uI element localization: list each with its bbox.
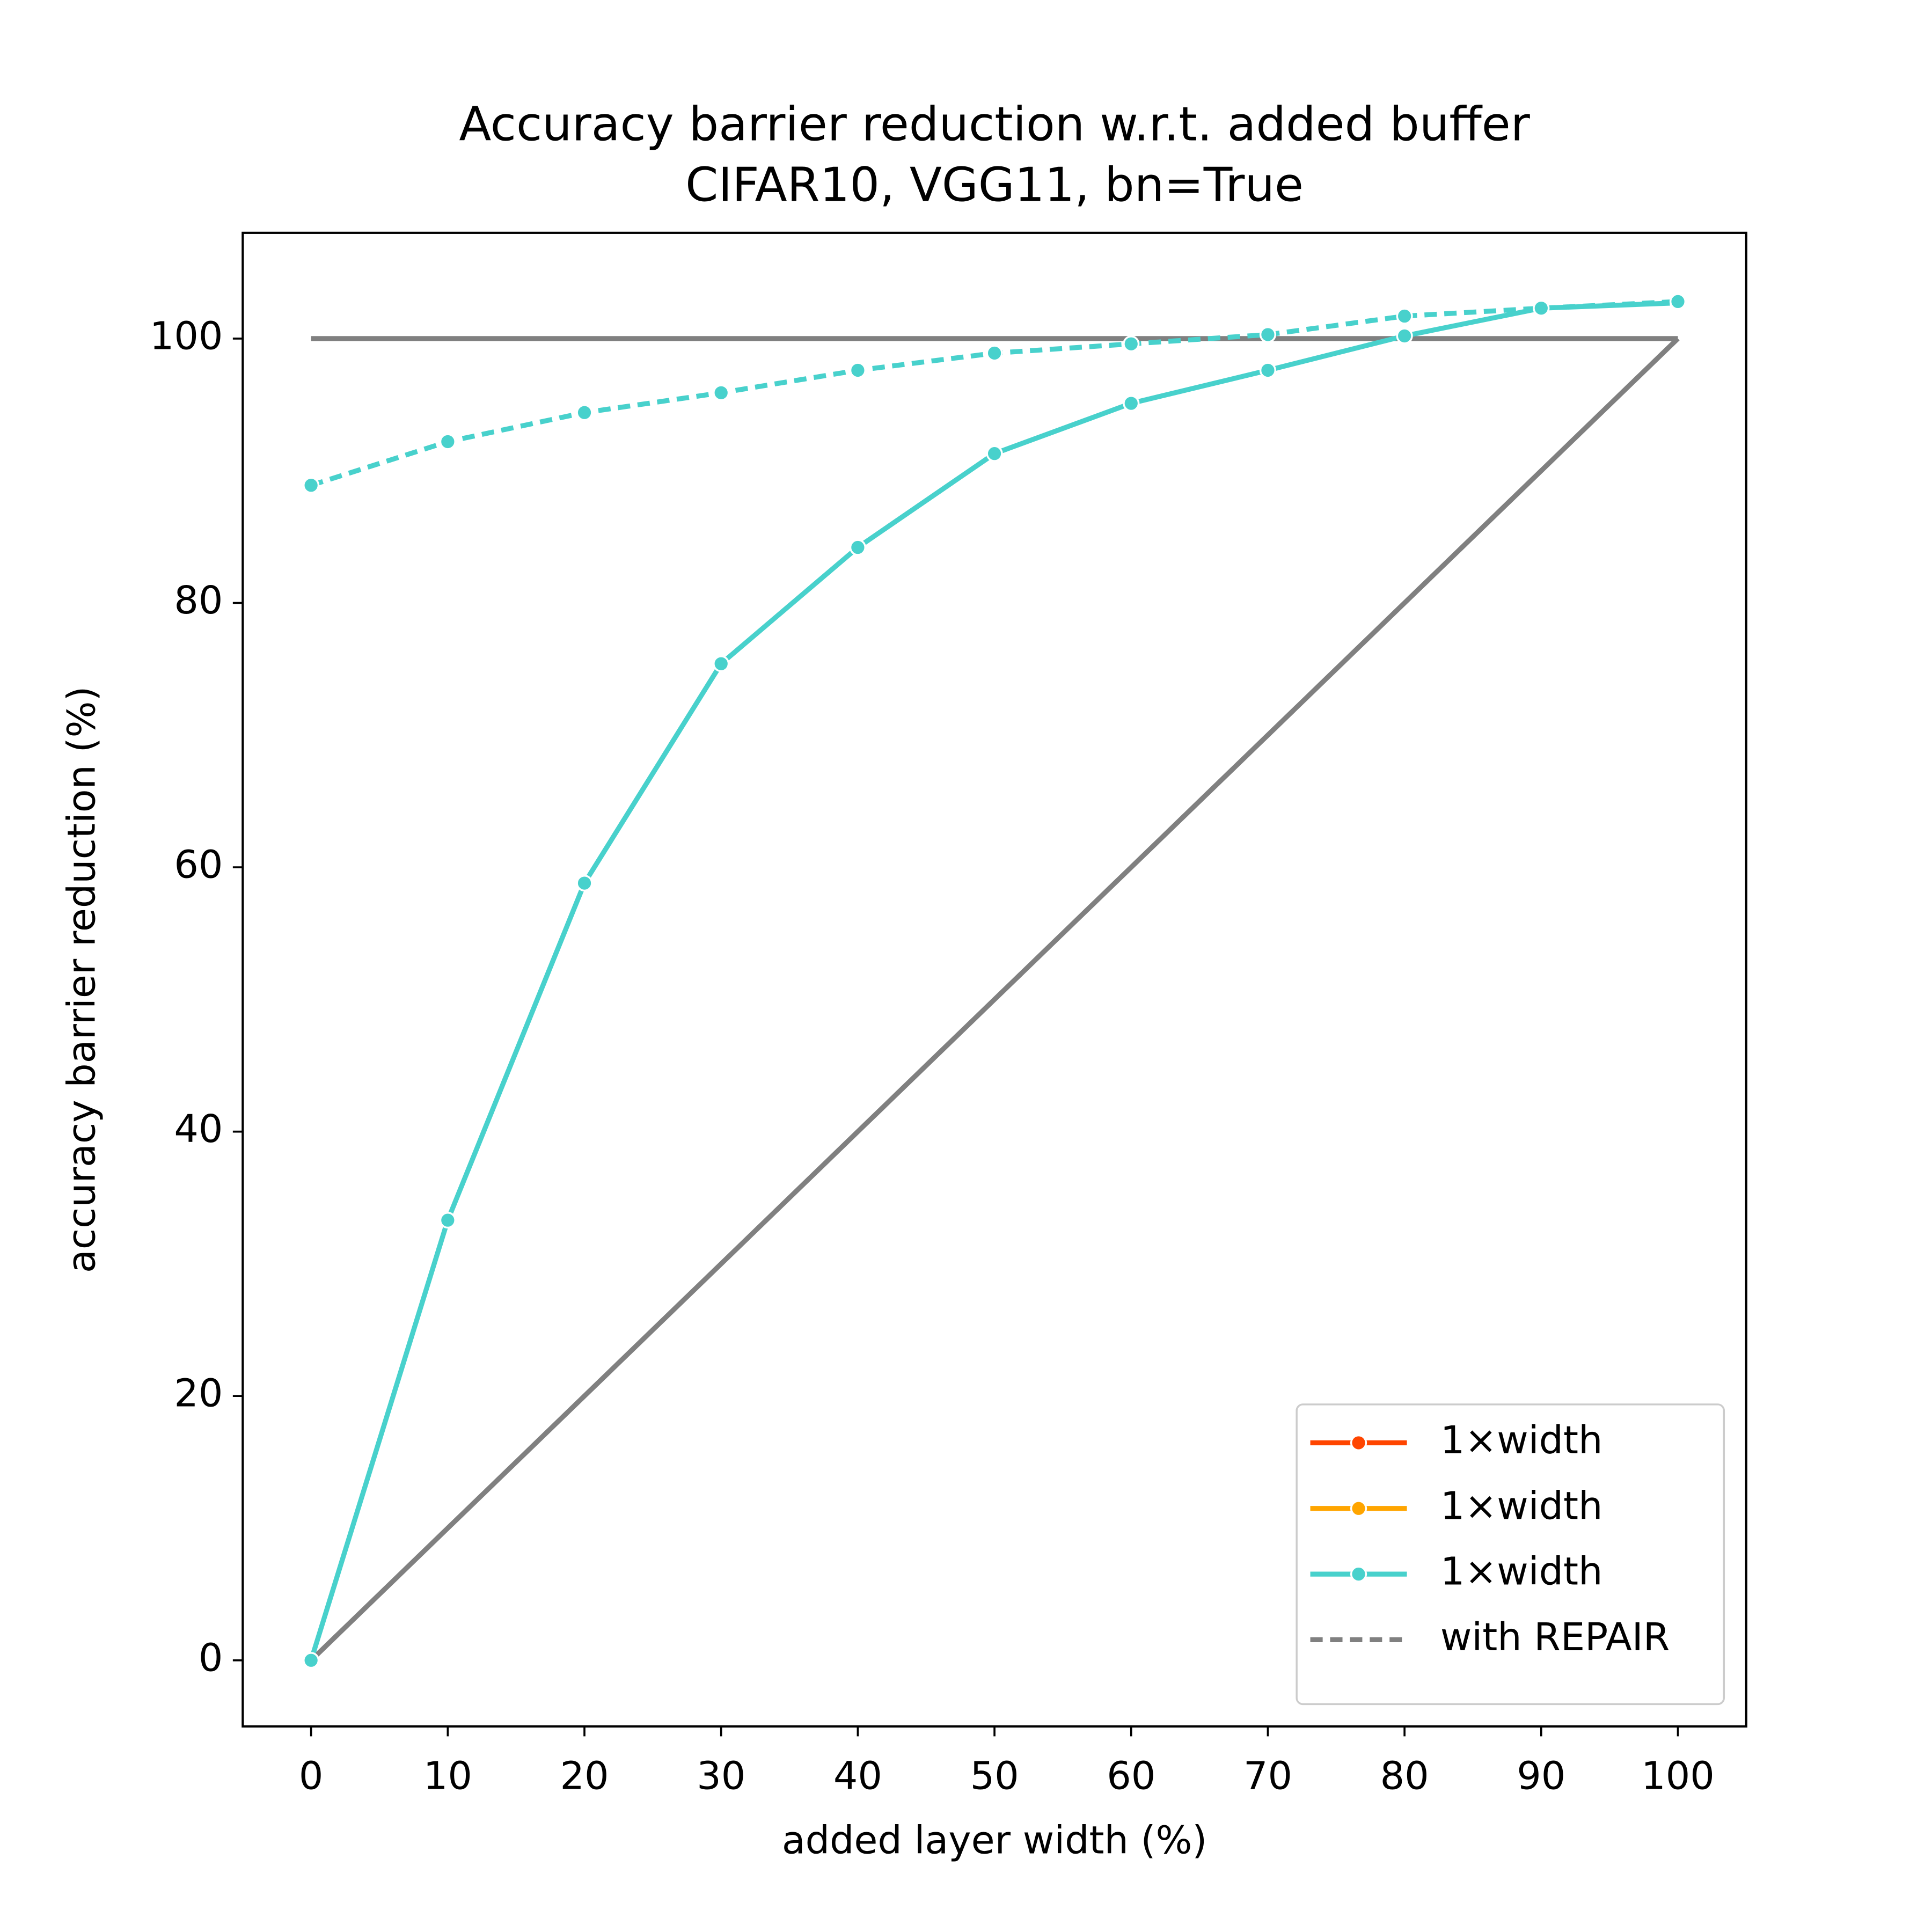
x-tick-label: 0 (299, 1753, 324, 1798)
legend-marker (1350, 1500, 1367, 1517)
marker (576, 875, 593, 892)
marker (1259, 326, 1277, 343)
x-tick-label: 70 (1243, 1753, 1292, 1798)
marker (713, 384, 730, 401)
x-tick-label: 50 (970, 1753, 1019, 1798)
marker (1259, 362, 1277, 379)
marker (986, 345, 1003, 362)
legend-label: 1×width (1440, 1549, 1603, 1594)
marker (849, 362, 866, 379)
marker (576, 404, 593, 421)
x-tick-label: 90 (1517, 1753, 1565, 1798)
marker (303, 477, 320, 494)
marker (439, 1212, 456, 1229)
marker (303, 1652, 320, 1669)
chart-title: Accuracy barrier reduction w.r.t. added … (459, 97, 1530, 152)
marker (439, 433, 456, 450)
y-tick-label: 0 (199, 1635, 223, 1680)
legend-box (1296, 1403, 1725, 1706)
marker (1123, 335, 1140, 353)
marker (849, 539, 866, 556)
y-tick-label: 80 (174, 578, 223, 623)
x-tick-label: 60 (1107, 1753, 1155, 1798)
x-axis-label: added layer width (%) (782, 1818, 1208, 1862)
legend-marker (1350, 1565, 1367, 1583)
marker (1533, 299, 1550, 317)
x-tick-label: 10 (423, 1753, 472, 1798)
x-tick-label: 100 (1641, 1753, 1715, 1798)
marker (713, 655, 730, 672)
plot-frame (241, 231, 1747, 1728)
x-tick-label: 30 (697, 1753, 745, 1798)
y-tick-label: 100 (150, 313, 223, 358)
marker (986, 445, 1003, 462)
x-tick-label: 20 (560, 1753, 609, 1798)
legend-label: 1×width (1440, 1418, 1603, 1462)
legend-label: 1×width (1440, 1483, 1603, 1528)
legend-marker (1350, 1434, 1367, 1452)
marker (1396, 308, 1413, 325)
marker (1123, 394, 1140, 412)
series-line (309, 336, 1680, 1663)
y-axis-label: accuracy barrier reduction (%) (59, 686, 104, 1274)
marker (1396, 327, 1413, 345)
legend-label: with REPAIR (1440, 1615, 1670, 1659)
x-tick-label: 40 (833, 1753, 882, 1798)
marker (1669, 293, 1687, 310)
y-tick-label: 60 (174, 843, 223, 887)
y-tick-label: 20 (174, 1371, 223, 1416)
x-tick-label: 80 (1380, 1753, 1429, 1798)
y-tick-label: 40 (174, 1107, 223, 1151)
chart-subtitle: CIFAR10, VGG11, bn=True (685, 158, 1304, 213)
